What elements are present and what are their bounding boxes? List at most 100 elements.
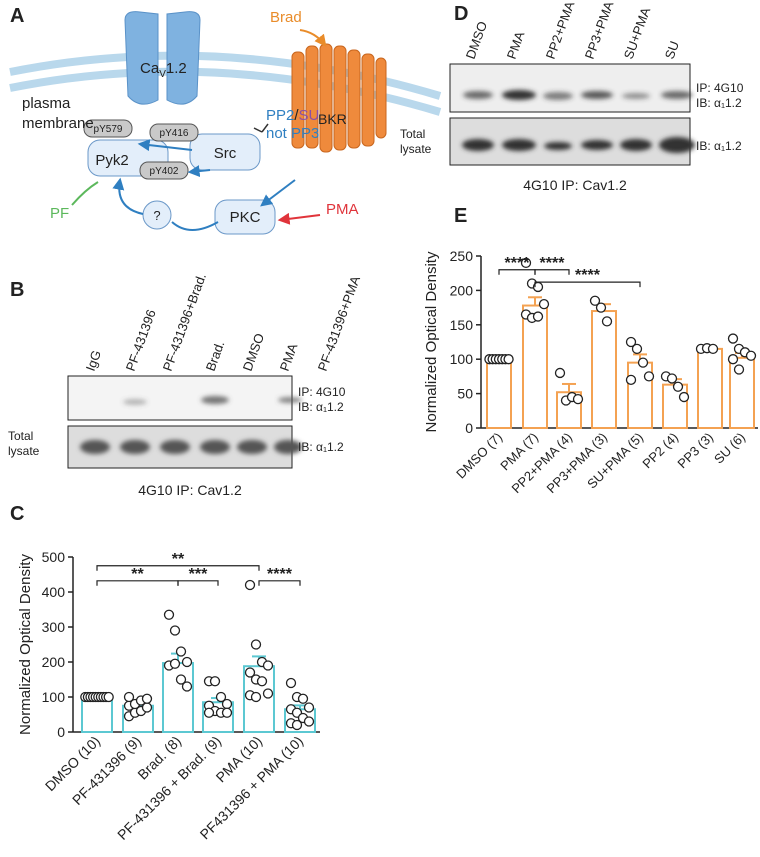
y-axis-label: Normalized Optical Density [17,554,34,735]
data-point [203,707,215,718]
lane-label: PF-431396+Brad. [160,271,209,373]
channel [124,11,159,105]
lane-label: PP2+PMA [543,0,578,61]
data-point [221,698,233,710]
data-point [707,343,719,355]
data-point [244,667,256,678]
arrow [260,179,296,207]
blot-label: Total [8,429,33,443]
bands [462,90,695,153]
label: Ca [140,60,160,77]
y-tick-label: 100 [450,351,474,367]
label: PP2 [266,107,294,124]
data-point [169,658,181,669]
blot-caption: 4G10 IP: Cav1.2 [523,177,627,193]
data-point [631,343,643,355]
lane-label: SU+PMA [621,5,654,61]
panel-label: E [454,205,467,227]
significance-bracket [534,281,641,288]
x-tick-label: PP2 (4) [639,430,681,472]
data-point [727,333,739,344]
significance-bracket [258,580,301,586]
data-point [297,693,309,704]
data-point [244,579,256,591]
significance-label: ** [131,566,144,583]
data-point [181,656,193,668]
data-point [103,691,114,703]
y-tick-label: 150 [450,317,474,333]
data-point [643,371,655,382]
data-point [727,354,739,365]
lane-label: DMSO [240,331,267,373]
label: pY416 [160,128,189,139]
lane-label: DMSO [463,19,490,61]
blot [449,63,691,113]
data-point [163,609,175,620]
data-point [595,302,607,313]
arrow [112,177,144,215]
panel-label: D [454,3,468,25]
blot-label: lysate [400,142,432,156]
blot-d [449,63,695,166]
data-point [601,316,613,327]
data-point [554,367,566,379]
lane-label: Brad. [203,339,228,373]
label: membrane [22,115,94,132]
data-point [209,676,221,687]
significance-bracket [534,269,570,275]
panel-label: C [10,503,24,525]
inhibition [253,123,269,133]
y-axis-label: Normalized Optical Density [423,251,440,432]
data-point [532,311,544,322]
data-point [503,354,514,365]
y-tick-label: 400 [42,584,66,600]
lane-label: PMA [504,29,528,61]
arrow [277,212,321,225]
panel-label: B [10,279,24,301]
lane-label: PF-431396+PMA [315,274,363,373]
arrow [187,165,211,178]
receptor [291,43,387,153]
x-tick-label: PP3 (3) [674,430,716,472]
label: CaV1.2 [140,60,187,80]
y-tick-label: 0 [57,724,65,740]
blot-label: IB: α₁1.2 [298,400,344,414]
data-point [520,257,532,269]
data-point [303,716,315,727]
lane-label: PP3+PMA [582,0,617,61]
label: plasma [22,95,71,112]
bar [662,383,688,430]
data-point [141,693,153,704]
node [83,119,133,138]
y-tick-label: 300 [42,619,66,635]
data-point [221,707,233,718]
label: / [294,107,299,124]
blot-label: IB: α₁1.2 [696,96,742,110]
data-point [215,691,227,703]
significance-label: **** [505,255,531,272]
bar [162,662,194,733]
x-tick-label: SU (6) [711,430,748,467]
data-point [285,677,297,689]
significance-label: *** [189,566,208,583]
label: PF [50,205,69,222]
bar [522,304,548,430]
data-point [181,681,193,692]
node [189,133,261,171]
bar [591,310,617,430]
lane-label: IgG [83,348,104,373]
data-point [262,660,274,671]
blot [67,375,293,421]
label: pY579 [94,124,123,135]
data-point [745,350,757,361]
label: Brad [270,9,302,26]
data-point [250,691,262,703]
data-point [303,702,315,713]
data-point [678,391,690,403]
data-point [589,295,601,306]
blot-label: Total [400,127,425,141]
y-tick-label: 500 [42,549,66,565]
data-point [672,381,684,392]
data-point [169,625,181,636]
